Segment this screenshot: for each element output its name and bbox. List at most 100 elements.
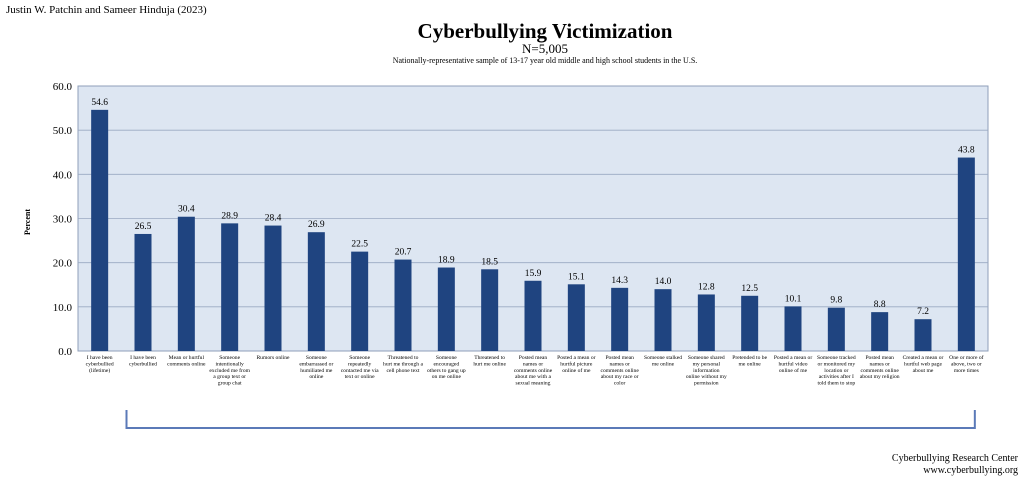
category-label: Someone repeatedly contacted me via text or… bbox=[341, 355, 379, 380]
bar bbox=[784, 306, 802, 351]
y-tick-label: 60.0 bbox=[53, 81, 73, 93]
footer-website[interactable]: www.cyberbullying.org bbox=[923, 465, 1018, 476]
footer-organization: Cyberbullying Research Center bbox=[892, 453, 1019, 464]
category-label-line: activities after I bbox=[819, 373, 854, 380]
category-label: One or more of above, two or more times bbox=[949, 354, 983, 374]
category-label-line: online of me bbox=[562, 367, 591, 374]
y-tick-label: 40.0 bbox=[53, 169, 73, 181]
category-label-line: encouraged bbox=[433, 361, 459, 367]
bar-value-label: 15.9 bbox=[525, 269, 542, 279]
category-label: Mean or hurtful comments online bbox=[167, 354, 206, 367]
category-label-line: embarrassed or bbox=[299, 361, 333, 367]
bar-value-label: 26.9 bbox=[308, 220, 325, 230]
author-credit: Justin W. Patchin and Sameer Hinduja (20… bbox=[6, 4, 207, 16]
bar bbox=[914, 319, 932, 351]
category-label: Posted mean names or comments online about … bbox=[600, 355, 639, 387]
chart-title: Cyberbullying Victimization bbox=[418, 19, 673, 43]
y-tick-label: 20.0 bbox=[53, 258, 73, 270]
category-label-line: Someone bbox=[436, 355, 457, 361]
category-label-line: hurtful web page bbox=[904, 360, 942, 367]
category-label-line: comments online bbox=[600, 368, 639, 374]
category-label-line: (lifetime) bbox=[89, 367, 110, 374]
bar bbox=[481, 269, 499, 351]
bar bbox=[91, 109, 109, 351]
category-label: Created a mean or hurtful web page about m… bbox=[903, 355, 944, 374]
category-label-line: my personal bbox=[693, 361, 721, 367]
bar-value-label: 7.2 bbox=[917, 307, 929, 317]
category-label-line: cyberbullied bbox=[129, 361, 157, 367]
category-label-line: about my religion bbox=[860, 374, 900, 380]
bar-value-label: 14.0 bbox=[655, 277, 672, 287]
category-label-line: information bbox=[693, 367, 720, 374]
category-label-line: Posted a mean or bbox=[557, 355, 596, 361]
category-label-line: hurt me online bbox=[473, 361, 506, 367]
y-tick-label: 0.0 bbox=[58, 346, 72, 358]
category-label-line: online without my bbox=[686, 374, 727, 380]
category-label-line: color bbox=[614, 381, 626, 387]
category-label: Posted mean names or comments online about … bbox=[860, 355, 900, 380]
bar bbox=[177, 216, 195, 351]
category-label: Someone intentionally excluded me from a gr… bbox=[209, 355, 250, 387]
category-label-line: Pretended to be bbox=[732, 355, 767, 361]
category-label-line: comments online bbox=[514, 368, 553, 374]
category-label-line: Rumors online bbox=[256, 355, 290, 361]
category-label-line: excluded me from bbox=[209, 367, 250, 374]
bar-value-label: 43.8 bbox=[958, 146, 975, 156]
category-label-line: about me with a bbox=[515, 374, 551, 380]
bar-value-label: 22.5 bbox=[351, 240, 368, 250]
category-label-line: contacted me via bbox=[341, 368, 379, 374]
category-label-line: comments online bbox=[167, 361, 206, 367]
y-tick-label: 30.0 bbox=[53, 214, 73, 226]
category-label: Someone tracked or monitored my location o… bbox=[817, 355, 856, 387]
bar bbox=[351, 251, 369, 351]
bar-value-label: 8.8 bbox=[874, 300, 886, 310]
category-label-line: Someone stalked bbox=[644, 355, 682, 361]
bar bbox=[697, 294, 715, 351]
category-label-line: repeatedly bbox=[348, 361, 371, 367]
category-label-line: told them to stop bbox=[817, 381, 855, 387]
category-label-line: intentionally bbox=[216, 361, 244, 367]
bar-value-label: 12.8 bbox=[698, 282, 715, 292]
bar-value-label: 26.5 bbox=[135, 222, 152, 232]
category-label-line: Threatened to bbox=[388, 355, 419, 361]
bar-value-label: 18.5 bbox=[481, 257, 498, 267]
bar bbox=[611, 287, 629, 351]
category-label-line: hurt me through a bbox=[383, 361, 423, 367]
category-label-line: Someone bbox=[219, 355, 240, 361]
category-label: Rumors online bbox=[256, 355, 290, 361]
y-tick-label: 50.0 bbox=[53, 125, 73, 137]
category-label-line: Someone bbox=[349, 355, 370, 361]
category-label-line: permission bbox=[694, 381, 719, 387]
bar bbox=[264, 225, 282, 351]
category-label-line: or monitored my bbox=[818, 361, 856, 367]
category-label-line: Threatened to bbox=[474, 355, 505, 361]
bar bbox=[221, 223, 239, 351]
category-label-line: group chat bbox=[218, 381, 242, 387]
bar bbox=[827, 307, 845, 351]
category-label-line: me online bbox=[652, 361, 675, 367]
category-label: Posted a mean or hurtful video online of m… bbox=[774, 355, 813, 374]
category-label-line: Someone tracked bbox=[817, 355, 856, 361]
category-label-line: about my race or bbox=[601, 374, 639, 380]
category-label: Pretended to be me online bbox=[732, 355, 767, 367]
category-label-line: names or bbox=[523, 361, 543, 367]
y-axis-label: Percent bbox=[23, 209, 32, 235]
bar bbox=[134, 233, 152, 351]
category-label-line: One or more of bbox=[949, 354, 983, 361]
category-label-line: above, two or bbox=[951, 361, 982, 367]
bar-value-label: 30.4 bbox=[178, 205, 195, 215]
bar-value-label: 28.4 bbox=[265, 214, 282, 224]
category-label-line: Posted mean bbox=[519, 355, 548, 361]
category-label-line: Someone shared bbox=[688, 355, 725, 361]
bar bbox=[524, 280, 542, 351]
bar-value-label: 9.8 bbox=[830, 296, 842, 306]
data-labels: 54.6 26.5 30.4 28.9 28.4 26.9 22.5 20.7 18.9 18.5… bbox=[91, 98, 975, 317]
category-label-line: I have been bbox=[87, 355, 113, 361]
category-label-line: Posted mean bbox=[605, 355, 634, 361]
bar bbox=[654, 289, 672, 351]
y-tick-label: 10.0 bbox=[53, 302, 73, 314]
category-label-line: on me online bbox=[432, 374, 462, 380]
category-label-line: me online bbox=[739, 361, 762, 367]
category-label-line: hurtful picture bbox=[560, 360, 593, 367]
bar-value-label: 18.9 bbox=[438, 256, 455, 266]
